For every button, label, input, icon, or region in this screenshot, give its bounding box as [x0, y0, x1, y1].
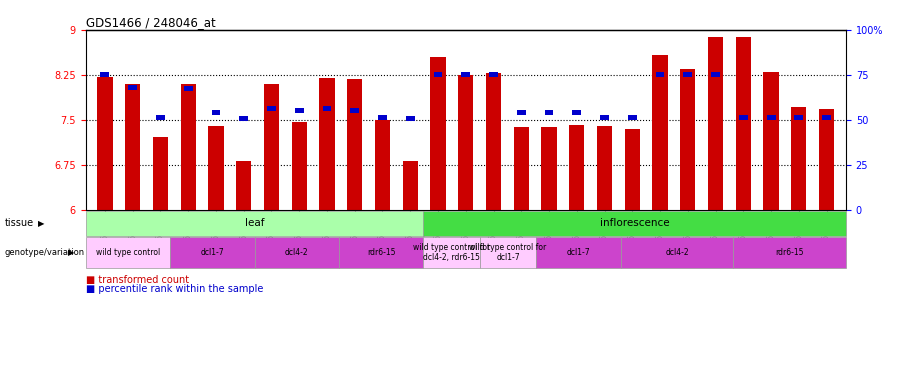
Text: dcl4-2: dcl4-2 [665, 248, 688, 257]
Bar [711, 72, 720, 77]
Text: tissue: tissue [4, 219, 33, 228]
Bar [683, 72, 692, 77]
Text: GDS1466 / 248046_at: GDS1466 / 248046_at [86, 16, 215, 29]
Text: dcl4-2: dcl4-2 [285, 248, 309, 257]
Bar [489, 72, 498, 77]
Text: genotype/variation: genotype/variation [4, 248, 85, 257]
Text: wild type control for
dcl4-2, rdr6-15: wild type control for dcl4-2, rdr6-15 [413, 243, 491, 262]
Bar [406, 116, 415, 121]
Bar [486, 73, 501, 210]
Bar [375, 120, 390, 210]
Text: ■ percentile rank within the sample: ■ percentile rank within the sample [86, 284, 263, 294]
Bar [153, 137, 168, 210]
Bar [514, 127, 529, 210]
Bar [350, 108, 359, 113]
Bar [378, 115, 387, 120]
Bar [264, 84, 279, 210]
Bar [402, 161, 418, 210]
Bar [652, 55, 668, 210]
Bar [212, 110, 220, 115]
Bar [322, 106, 331, 111]
Text: rdr6-15: rdr6-15 [776, 248, 804, 257]
Bar [767, 115, 776, 120]
Bar [101, 72, 110, 77]
Bar [708, 37, 724, 210]
Bar [763, 72, 778, 210]
Text: dcl1-7: dcl1-7 [567, 248, 590, 257]
Bar [542, 127, 556, 210]
Bar [625, 129, 640, 210]
Bar [819, 109, 834, 210]
Text: wild type control: wild type control [95, 248, 160, 257]
Text: dcl1-7: dcl1-7 [201, 248, 224, 257]
Bar [239, 116, 248, 121]
Text: wild type control for
dcl1-7: wild type control for dcl1-7 [470, 243, 546, 262]
Bar [156, 115, 165, 120]
Bar [739, 115, 748, 120]
Bar [236, 161, 251, 210]
Bar [295, 108, 303, 113]
Bar [320, 78, 335, 210]
Bar [572, 110, 581, 115]
Bar [181, 84, 196, 210]
Bar [128, 85, 137, 90]
Bar [791, 107, 806, 210]
Bar [680, 69, 696, 210]
Bar [655, 72, 664, 77]
Bar [208, 126, 223, 210]
Bar [597, 126, 612, 210]
Text: inflorescence: inflorescence [600, 219, 670, 228]
Bar [347, 79, 363, 210]
Bar [628, 115, 636, 120]
Bar [458, 75, 473, 210]
Bar [267, 106, 276, 111]
Bar [462, 72, 470, 77]
Bar [434, 72, 443, 77]
Bar [735, 37, 751, 210]
Bar [430, 57, 446, 210]
Bar [822, 115, 831, 120]
Text: ■ transformed count: ■ transformed count [86, 275, 189, 285]
Text: ▶: ▶ [38, 219, 44, 228]
Bar [292, 122, 307, 210]
Bar [544, 110, 554, 115]
Bar [569, 125, 584, 210]
Text: rdr6-15: rdr6-15 [367, 248, 395, 257]
Bar [600, 115, 609, 120]
Text: leaf: leaf [245, 219, 265, 228]
Text: ▶: ▶ [68, 248, 75, 257]
Bar [184, 86, 193, 91]
Bar [795, 115, 804, 120]
Bar [125, 84, 140, 210]
Bar [517, 110, 526, 115]
Bar [97, 77, 112, 210]
